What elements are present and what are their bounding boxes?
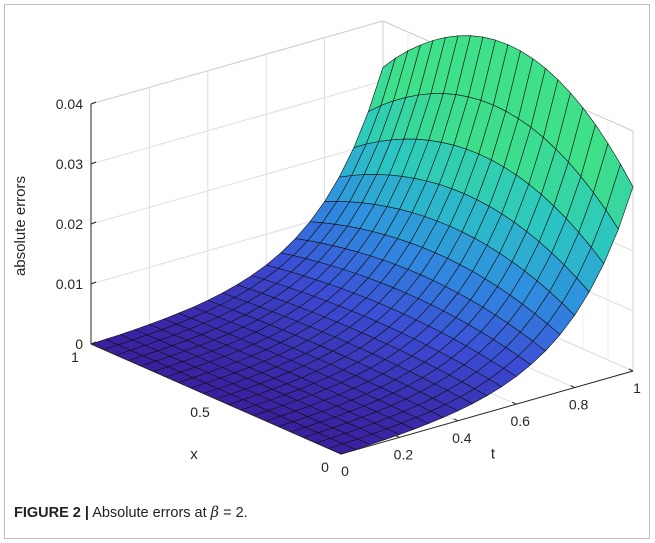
x-tick-label-1: 0.5 — [190, 404, 210, 420]
z-tick-mark-2 — [90, 221, 97, 225]
t-tick-mark-5 — [628, 368, 634, 372]
surface-plot: 0 0.01 0.02 0.03 0.04 absolute errors 0 0.5 1 x 0 0… — [12, 20, 641, 479]
t-tick-label-0: 0 — [341, 463, 349, 479]
z-tick-mark-1 — [90, 281, 97, 285]
x-axis-label: x — [190, 446, 198, 463]
x-tick-label-2: 1 — [71, 349, 79, 365]
t-tick-mark-0 — [336, 451, 342, 455]
t-tick-label-4: 0.8 — [569, 397, 589, 413]
z-tick-mark-4 — [90, 101, 97, 105]
box-edge-3 — [90, 20, 384, 105]
z-tick-label-1: 0.01 — [56, 276, 83, 292]
t-tick-mark-2 — [453, 418, 459, 422]
t-tick-mark-4 — [570, 385, 575, 389]
z-tick-label-3: 0.03 — [56, 156, 83, 172]
caption-text-end: = 2. — [219, 505, 248, 521]
t-tick-label-3: 0.6 — [510, 413, 530, 429]
t-tick-label-1: 0.2 — [394, 446, 414, 462]
z-tick-label-2: 0.02 — [56, 216, 83, 232]
z-axis-label: absolute errors — [12, 176, 29, 276]
z-tick-label-4: 0.04 — [56, 96, 83, 112]
t-tick-label-2: 0.4 — [452, 430, 472, 446]
figure-frame: 0 0.01 0.02 0.03 0.04 absolute errors 0 0.5 1 x 0 0… — [4, 4, 650, 539]
t-tick-mark-1 — [395, 434, 400, 438]
x-tick-mark-1 — [215, 397, 222, 400]
t-axis-label: t — [491, 446, 496, 463]
x-tick-mark-2 — [90, 342, 97, 345]
caption-text: Absolute errors at — [88, 505, 211, 521]
caption-symbol: β — [210, 505, 220, 521]
figure-caption: FIGURE 2 | Absolute errors at β = 2. — [14, 505, 248, 521]
t-tick-mark-3 — [511, 401, 517, 405]
caption-label: FIGURE 2 | — [14, 505, 89, 521]
t-tick-label-5: 1 — [633, 380, 641, 396]
z-tick-mark-3 — [90, 161, 97, 165]
z-tick-label-0: 0 — [75, 336, 83, 352]
x-tick-label-0: 0 — [321, 459, 329, 475]
t-axis-line — [340, 370, 634, 455]
